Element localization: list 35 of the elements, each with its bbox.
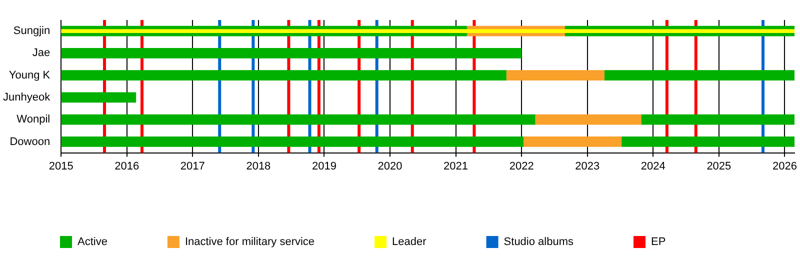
bar [61, 70, 506, 81]
legend-label: EP [651, 236, 666, 248]
bar [622, 136, 795, 147]
bar [61, 29, 795, 33]
x-tick-label: 2020 [378, 160, 402, 172]
y-tick-label: Sungjin [13, 25, 50, 38]
x-tick-label: 2022 [509, 160, 534, 172]
x-tick-label: 2019 [312, 160, 336, 172]
x-tick-label: 2021 [444, 160, 468, 172]
bar [506, 70, 604, 81]
x-tick-label: 2016 [114, 160, 140, 172]
legend-label: Leader [392, 236, 427, 248]
legend-label: Inactive for military service [184, 236, 315, 248]
bar [61, 136, 524, 147]
x-tick-label: 2018 [246, 160, 271, 172]
x-tick-label: 2025 [706, 160, 732, 172]
y-tick-label: Junhyeok [2, 92, 51, 104]
bar [524, 136, 622, 147]
bar [61, 92, 136, 103]
bar [535, 114, 642, 125]
y-tick-label: Dowoon [10, 136, 50, 148]
x-tick-label: 2023 [575, 160, 600, 172]
legend-label: Active [78, 236, 108, 248]
x-tick-label: 2015 [48, 160, 74, 172]
bar [61, 48, 522, 58]
y-tick-label: Wonpil [16, 114, 50, 126]
bar [641, 114, 795, 125]
bar [604, 70, 795, 81]
x-tick-label: 2026 [772, 160, 797, 172]
legend-label: Studio albums [504, 236, 574, 248]
y-tick-label: Young K [8, 69, 51, 82]
x-tick-label: 2017 [180, 160, 205, 172]
bar [61, 114, 536, 125]
x-tick-label: 2024 [640, 160, 666, 172]
y-tick-label: Jae [32, 47, 50, 60]
